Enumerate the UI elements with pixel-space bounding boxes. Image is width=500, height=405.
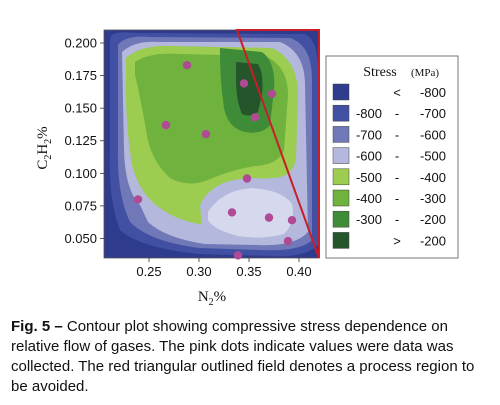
figure-caption: Fig. 5 – Contour plot showing compressiv… xyxy=(11,317,491,397)
data-point-10 xyxy=(264,213,274,222)
contour-fills xyxy=(104,30,319,258)
data-point-9 xyxy=(227,208,237,217)
legend-swatch-3 xyxy=(332,126,350,143)
legend-range-high: -700 xyxy=(420,106,446,121)
contour-chart: 0.25 0.30 0.35 0.40 0.050 0.075 0.100 0.125 0.1… xyxy=(35,29,459,308)
x-tick-label: 0.35 xyxy=(236,264,261,279)
legend-swatch-6 xyxy=(332,189,350,207)
excluded-region-layer xyxy=(235,29,320,259)
y-tick-label: 0.100 xyxy=(64,166,97,181)
legend-range-low: -300 xyxy=(356,212,382,227)
data-point-2 xyxy=(161,120,171,130)
data-points-layer xyxy=(133,60,297,260)
legend-swatch-8 xyxy=(332,232,350,249)
legend-range-high: -500 xyxy=(420,149,446,164)
legend-range-sep: - xyxy=(395,149,399,164)
caption-label: Fig. 5 – xyxy=(11,318,63,335)
legend-range-sep: - xyxy=(395,191,399,206)
data-point-8 xyxy=(133,195,143,204)
data-point-3 xyxy=(201,130,211,139)
legend-range-low: -500 xyxy=(356,170,382,185)
y-tick-label: 0.125 xyxy=(64,133,97,148)
legend-entries: < -800-800- -700-700- -600-600- -500-500- -40… xyxy=(332,83,446,249)
legend-title: Stress xyxy=(363,65,396,80)
legend-range-high: -200 xyxy=(420,212,446,227)
contour-lower-lobe-b xyxy=(208,188,293,238)
legend-range-high: -300 xyxy=(420,191,446,206)
legend-range-low: -400 xyxy=(356,191,382,206)
data-point-1 xyxy=(182,60,192,70)
data-point-4 xyxy=(239,79,249,88)
caption-text: Contour plot showing compressive stress … xyxy=(11,318,475,395)
legend-swatch-2 xyxy=(332,104,350,122)
contour-level-gt-200 xyxy=(236,62,263,116)
legend-range-low: -600 xyxy=(356,149,382,164)
legend-range-high: -200 xyxy=(420,233,446,248)
x-tick-label: 0.30 xyxy=(186,264,211,279)
legend-range-sep: - xyxy=(395,106,399,121)
y-tick-label: 0.150 xyxy=(64,101,97,116)
legend-swatch-1 xyxy=(332,83,350,101)
excluded-region-outline xyxy=(235,29,320,259)
y-tick-label: 0.050 xyxy=(64,231,97,246)
data-point-5 xyxy=(250,113,260,122)
legend-swatch-5 xyxy=(332,168,350,186)
legend-range-sep: - xyxy=(395,170,399,185)
y-tick-label: 0.075 xyxy=(64,198,97,213)
legend-swatch-4 xyxy=(332,147,350,164)
legend-unit: (MPa) xyxy=(411,67,439,79)
y-axis-title: C2H2% xyxy=(35,126,54,169)
legend-range-low: -700 xyxy=(356,127,382,142)
y-axis-ticks: 0.050 0.075 0.100 0.125 0.150 0.175 0.200 xyxy=(64,36,104,246)
legend-swatch-7 xyxy=(332,210,350,228)
legend-range-low: -800 xyxy=(356,106,382,121)
legend-range-sep: - xyxy=(395,212,399,227)
legend-range-high: -400 xyxy=(420,170,446,185)
data-point-11 xyxy=(287,216,297,225)
y-tick-label: 0.200 xyxy=(64,36,97,51)
data-point-13 xyxy=(233,251,243,260)
y-tick-label: 0.175 xyxy=(64,68,97,83)
x-tick-label: 0.40 xyxy=(286,264,311,279)
data-point-12 xyxy=(283,236,293,246)
x-axis-title: N2% xyxy=(198,289,226,308)
legend-range-sep: > xyxy=(393,233,401,248)
legend-range-sep: < xyxy=(393,85,401,100)
data-point-6 xyxy=(267,89,277,99)
legend-range-high: -800 xyxy=(420,85,446,100)
x-tick-label: 0.25 xyxy=(136,264,161,279)
data-point-7 xyxy=(242,174,252,183)
x-axis-ticks: 0.25 0.30 0.35 0.40 xyxy=(136,258,312,279)
legend: Stress (MPa) < -800-800- -700-700- -600-600… xyxy=(325,55,459,259)
legend-range-sep: - xyxy=(395,127,399,142)
legend-range-high: -600 xyxy=(420,127,446,142)
